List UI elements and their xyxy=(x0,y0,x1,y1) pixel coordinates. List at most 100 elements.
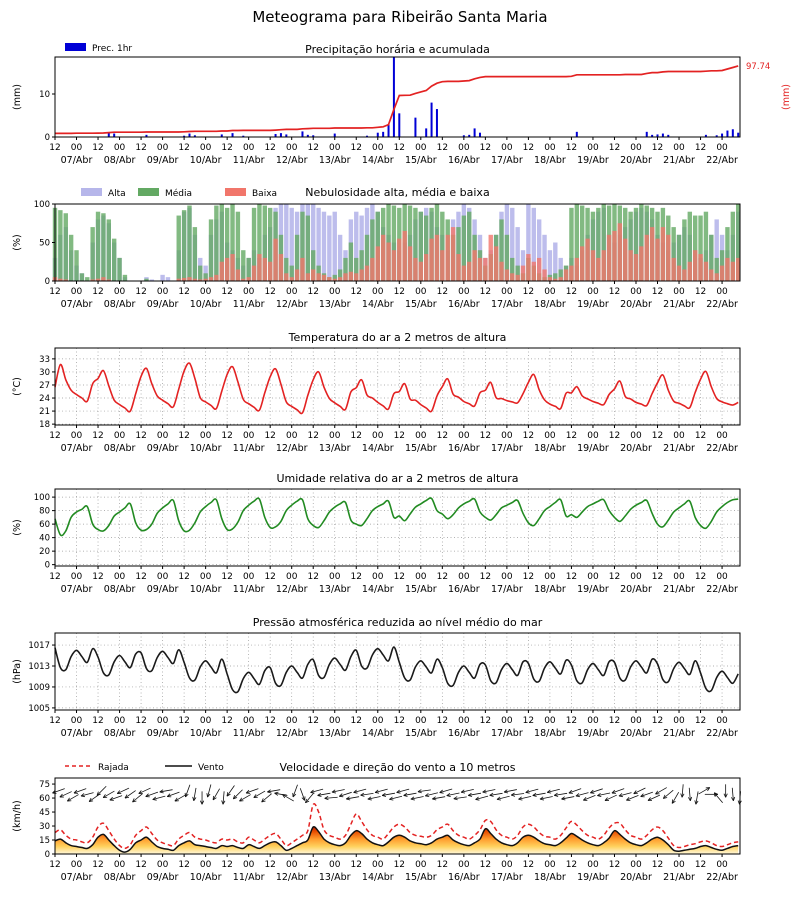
svg-text:00: 00 xyxy=(544,287,556,297)
svg-text:22/Abr: 22/Abr xyxy=(706,872,738,883)
svg-text:16/Abr: 16/Abr xyxy=(448,155,480,166)
svg-text:17/Abr: 17/Abr xyxy=(491,584,523,595)
svg-text:12: 12 xyxy=(135,860,146,870)
svg-text:00: 00 xyxy=(71,716,83,726)
svg-text:12: 12 xyxy=(480,860,491,870)
svg-text:12: 12 xyxy=(49,716,60,726)
svg-text:15/Abr: 15/Abr xyxy=(405,584,437,595)
svg-text:10/Abr: 10/Abr xyxy=(190,443,222,454)
svg-text:00: 00 xyxy=(544,572,556,582)
svg-text:00: 00 xyxy=(587,431,599,441)
chart-pressure: 1005 1009 1013 1017 12 00 12 00 12 00 12 00 12 00 12 00… xyxy=(12,616,741,739)
svg-text:Vento: Vento xyxy=(198,763,224,773)
svg-text:12: 12 xyxy=(307,431,318,441)
svg-text:12: 12 xyxy=(49,572,60,582)
svg-text:12: 12 xyxy=(178,431,189,441)
svg-text:21/Abr: 21/Abr xyxy=(663,299,695,310)
svg-text:12: 12 xyxy=(264,860,275,870)
svg-text:1005: 1005 xyxy=(28,704,50,714)
svg-text:30: 30 xyxy=(39,822,50,832)
svg-text:00: 00 xyxy=(200,143,212,153)
svg-text:00: 00 xyxy=(329,431,341,441)
svg-text:13/Abr: 13/Abr xyxy=(319,155,351,166)
svg-text:00: 00 xyxy=(415,431,427,441)
svg-text:00: 00 xyxy=(329,143,341,153)
svg-text:12: 12 xyxy=(92,716,103,726)
svg-text:16/Abr: 16/Abr xyxy=(448,299,480,310)
svg-text:(%): (%) xyxy=(12,234,23,250)
svg-text:00: 00 xyxy=(716,143,728,153)
svg-text:12: 12 xyxy=(437,287,448,297)
svg-text:17/Abr: 17/Abr xyxy=(491,872,523,883)
svg-text:00: 00 xyxy=(71,143,83,153)
svg-text:07/Abr: 07/Abr xyxy=(61,872,93,883)
svg-text:12: 12 xyxy=(609,287,620,297)
svg-text:12: 12 xyxy=(178,143,189,153)
svg-text:12: 12 xyxy=(178,287,189,297)
svg-text:80: 80 xyxy=(39,507,50,517)
svg-text:12: 12 xyxy=(351,572,362,582)
svg-text:00: 00 xyxy=(458,572,470,582)
svg-text:Umidade relativa do ar a 2 met: Umidade relativa do ar a 2 metros de alt… xyxy=(276,472,518,485)
svg-text:97.74: 97.74 xyxy=(746,62,770,72)
svg-text:00: 00 xyxy=(673,716,685,726)
svg-text:12: 12 xyxy=(92,860,103,870)
svg-text:08/Abr: 08/Abr xyxy=(104,728,136,739)
svg-text:12: 12 xyxy=(695,572,706,582)
svg-text:12/Abr: 12/Abr xyxy=(276,299,308,310)
svg-text:20: 20 xyxy=(39,547,50,557)
svg-text:07/Abr: 07/Abr xyxy=(61,443,93,454)
svg-text:00: 00 xyxy=(673,287,685,297)
svg-text:00: 00 xyxy=(587,287,599,297)
svg-text:00: 00 xyxy=(716,716,728,726)
svg-text:00: 00 xyxy=(415,572,427,582)
svg-text:00: 00 xyxy=(243,143,255,153)
svg-text:20/Abr: 20/Abr xyxy=(620,299,652,310)
svg-text:12: 12 xyxy=(566,431,577,441)
svg-text:12: 12 xyxy=(480,287,491,297)
svg-text:11/Abr: 11/Abr xyxy=(233,872,265,883)
svg-text:30: 30 xyxy=(39,368,50,378)
svg-text:12: 12 xyxy=(695,143,706,153)
svg-text:40: 40 xyxy=(39,534,50,544)
svg-text:0: 0 xyxy=(45,850,50,860)
svg-text:12: 12 xyxy=(523,287,534,297)
svg-text:12: 12 xyxy=(394,143,405,153)
svg-text:00: 00 xyxy=(630,143,642,153)
svg-text:12: 12 xyxy=(307,572,318,582)
svg-text:00: 00 xyxy=(415,716,427,726)
svg-text:17/Abr: 17/Abr xyxy=(491,443,523,454)
svg-text:12: 12 xyxy=(264,431,275,441)
svg-text:00: 00 xyxy=(243,716,255,726)
svg-text:12: 12 xyxy=(437,860,448,870)
svg-text:12: 12 xyxy=(394,431,405,441)
svg-text:12: 12 xyxy=(695,716,706,726)
svg-text:11/Abr: 11/Abr xyxy=(233,443,265,454)
svg-text:(°C): (°C) xyxy=(12,377,23,396)
svg-text:00: 00 xyxy=(200,287,212,297)
svg-text:18: 18 xyxy=(39,420,50,430)
svg-text:16/Abr: 16/Abr xyxy=(448,443,480,454)
svg-text:00: 00 xyxy=(157,431,169,441)
svg-text:00: 00 xyxy=(716,287,728,297)
svg-text:00: 00 xyxy=(200,431,212,441)
svg-text:08/Abr: 08/Abr xyxy=(104,872,136,883)
svg-text:00: 00 xyxy=(587,860,599,870)
svg-text:22/Abr: 22/Abr xyxy=(706,443,738,454)
svg-text:12: 12 xyxy=(566,716,577,726)
chart-wind: 0 15 30 45 60 75 12 00 12 00 12 00 12 00 12 00 12 00 12 00 1… xyxy=(12,761,742,883)
svg-text:13/Abr: 13/Abr xyxy=(319,443,351,454)
svg-text:00: 00 xyxy=(200,716,212,726)
svg-text:12: 12 xyxy=(92,143,103,153)
svg-text:22/Abr: 22/Abr xyxy=(706,728,738,739)
svg-text:00: 00 xyxy=(501,716,513,726)
svg-text:19/Abr: 19/Abr xyxy=(577,155,609,166)
svg-text:12: 12 xyxy=(695,431,706,441)
svg-text:00: 00 xyxy=(157,860,169,870)
svg-text:00: 00 xyxy=(372,716,384,726)
chart-humidity: 0 20 40 60 80 100 12 00 12 00 12 00 12 00 12 00 12 00 12 00… xyxy=(12,472,741,595)
svg-text:17/Abr: 17/Abr xyxy=(491,728,523,739)
svg-text:15/Abr: 15/Abr xyxy=(405,155,437,166)
svg-text:21/Abr: 21/Abr xyxy=(663,728,695,739)
svg-text:00: 00 xyxy=(415,287,427,297)
